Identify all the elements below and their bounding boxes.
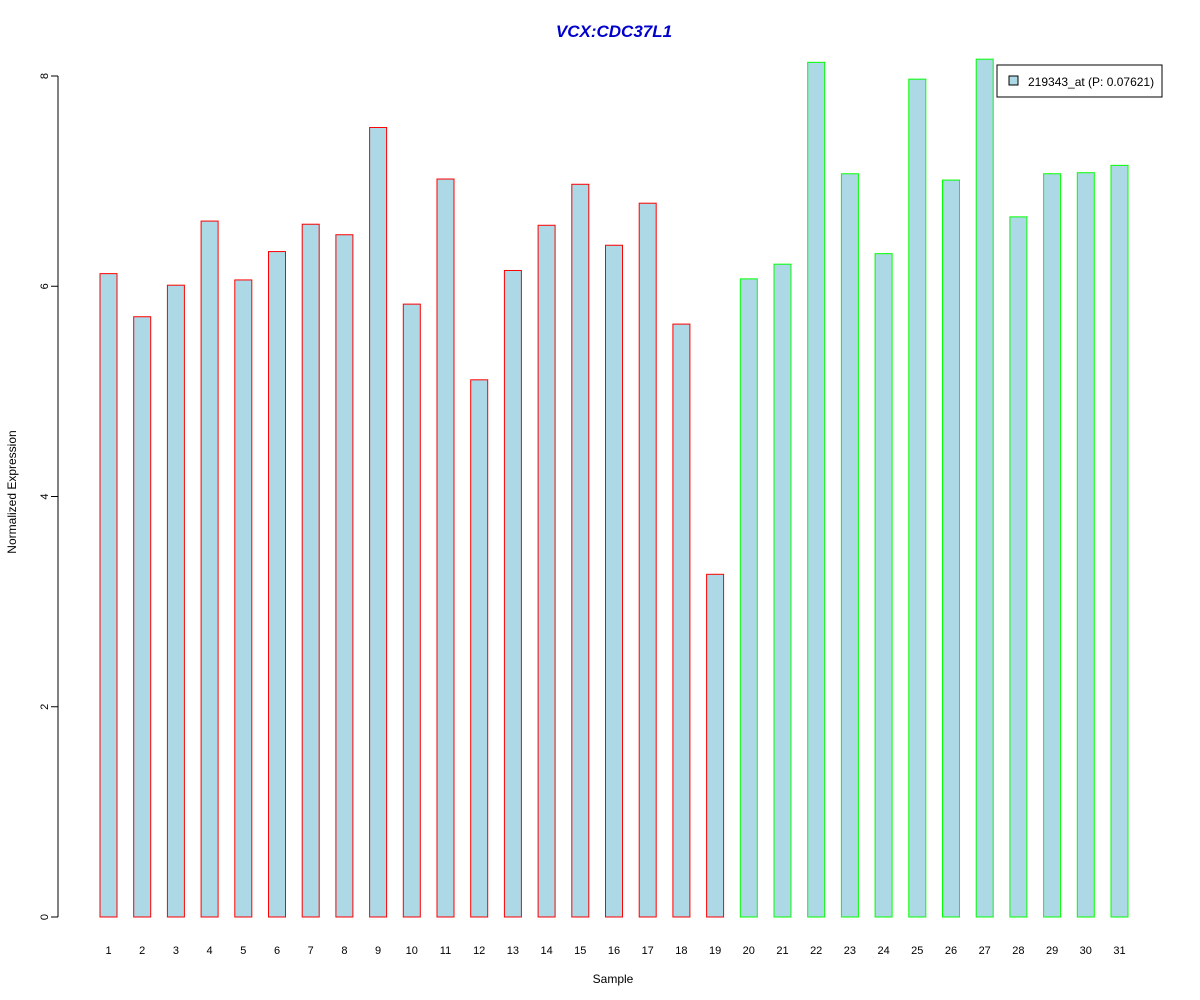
- bar-sample-1: [99, 273, 118, 918]
- bar-sample-29: [1043, 173, 1062, 918]
- bars: [99, 58, 1129, 918]
- x-tick-label: 4: [207, 945, 213, 957]
- x-tick-label: 6: [274, 945, 280, 957]
- bar-sample-2: [133, 316, 152, 918]
- bar-sample-31: [1110, 164, 1129, 918]
- bar-sample-14: [537, 224, 556, 918]
- x-tick-labels: 1 2 3 4 5 6 7 8 9 10 11 12 13 14 15 16 17 18 19 20 21 22 23 24 2…: [105, 945, 1125, 957]
- x-tick-label: 22: [810, 945, 822, 957]
- bar-sample-26: [942, 179, 960, 918]
- bar-sample-10: [402, 303, 421, 918]
- bar-sample-30: [1076, 172, 1095, 918]
- bar-sample-24: [874, 253, 893, 918]
- y-tick-label: 0: [39, 914, 51, 920]
- x-tick-label: 15: [574, 945, 586, 957]
- bar-sample-25: [908, 78, 927, 918]
- bar-sample-16: [605, 244, 623, 918]
- x-tick-label: 23: [844, 945, 856, 957]
- x-tick-label: 11: [440, 945, 451, 957]
- x-tick-label: 29: [1046, 945, 1058, 957]
- x-tick-label: 26: [945, 945, 957, 957]
- x-tick-label: 5: [240, 945, 246, 957]
- x-axis-label: Sample: [593, 972, 634, 986]
- x-tick-label: 18: [675, 945, 687, 957]
- x-tick-label: 1: [105, 945, 111, 957]
- y-tick-label: 8: [39, 73, 51, 79]
- x-tick-label: 21: [776, 945, 788, 957]
- legend-box: [996, 64, 1163, 98]
- chart-title: VCX:CDC37L1: [556, 22, 672, 41]
- y-tick-label: 4: [39, 493, 51, 499]
- bar-sample-21: [773, 263, 792, 918]
- x-tick-label: 9: [375, 945, 381, 957]
- bar-sample-17: [638, 202, 657, 918]
- x-tick-label: 27: [979, 945, 991, 957]
- y-axis-label: Normalized Expression: [5, 430, 19, 553]
- bar-sample-9: [369, 127, 388, 918]
- x-tick-label: 20: [743, 945, 755, 957]
- y-axis: 0 2 4 6 8: [39, 73, 59, 920]
- legend: 219343_at (P: 0.07621): [996, 64, 1163, 98]
- legend-series-label: 219343_at (P: 0.07621): [1028, 75, 1154, 89]
- x-tick-label: 17: [642, 945, 654, 957]
- x-tick-label: 24: [877, 945, 889, 957]
- x-tick-label: 28: [1012, 945, 1024, 957]
- x-tick-label: 3: [173, 945, 179, 957]
- x-tick-label: 25: [911, 945, 923, 957]
- bar-sample-23: [840, 173, 859, 918]
- y-tick-label: 6: [39, 283, 51, 289]
- bar-sample-5: [234, 279, 253, 918]
- bar-sample-27: [975, 58, 994, 918]
- bar-sample-18: [672, 323, 691, 918]
- bar-sample-15: [571, 183, 590, 918]
- bar-sample-22: [807, 61, 826, 918]
- x-tick-label: 19: [709, 945, 721, 957]
- x-tick-label: 31: [1113, 945, 1125, 957]
- bar-sample-20: [739, 278, 758, 918]
- x-tick-label: 8: [341, 945, 347, 957]
- bar-sample-13: [503, 269, 522, 918]
- x-tick-label: 2: [139, 945, 145, 957]
- x-tick-label: 14: [540, 945, 552, 957]
- bar-sample-4: [200, 220, 219, 918]
- bar-sample-3: [166, 284, 185, 918]
- x-tick-label: 13: [507, 945, 519, 957]
- bar-sample-6: [268, 251, 286, 918]
- x-tick-label: 16: [608, 945, 620, 957]
- bar-sample-28: [1009, 216, 1028, 918]
- x-tick-label: 10: [406, 945, 418, 957]
- x-tick-label: 7: [308, 945, 314, 957]
- bar-sample-12: [470, 379, 489, 918]
- bar-sample-8: [335, 234, 354, 918]
- legend-swatch: [1008, 75, 1019, 86]
- bar-sample-19: [706, 573, 725, 918]
- x-tick-label: 30: [1080, 945, 1092, 957]
- y-tick-label: 2: [39, 704, 51, 710]
- bar-sample-11: [436, 178, 455, 918]
- x-tick-label: 12: [473, 945, 485, 957]
- bar-sample-7: [301, 223, 320, 918]
